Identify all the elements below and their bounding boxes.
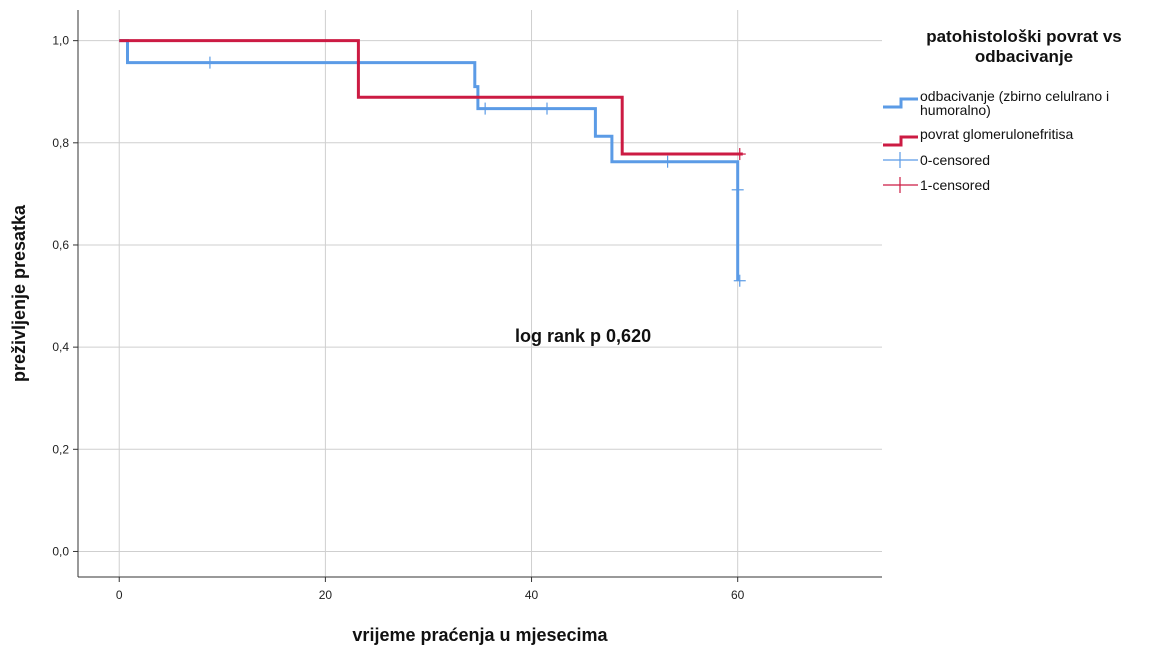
censor-mark	[479, 102, 492, 115]
censor-marks	[203, 56, 746, 287]
legend-label: 1-censored	[920, 177, 990, 193]
censor-mark	[733, 148, 746, 161]
y-tick-label: 0,2	[52, 442, 69, 456]
censor-mark	[541, 102, 553, 115]
series-lines	[119, 39, 743, 281]
x-tick-label: 40	[525, 588, 539, 602]
legend-entry-1: odbacivanje (zbirno celulrano ihumoralno…	[883, 88, 1109, 118]
legend-label: humoralno)	[920, 102, 991, 118]
censor-mark	[203, 56, 216, 69]
legend-entry-4: 1-censored	[883, 177, 990, 193]
legend-label: 0-censored	[920, 152, 990, 168]
legend-entry-2: povrat glomerulonefritisa	[883, 126, 1074, 147]
y-tick-label: 0,6	[52, 238, 69, 252]
log-rank-annotation: log rank p 0,620	[515, 326, 651, 346]
censor-mark	[733, 274, 746, 287]
x-tick-label: 60	[731, 588, 745, 602]
y-axis-title: preživljenje presatka	[9, 204, 29, 382]
y-tick-label: 1,0	[52, 34, 69, 48]
legend-line-swatch	[883, 97, 918, 109]
legend-title-line-1: patohistološki povrat vs	[926, 27, 1122, 46]
series-line-povrat	[119, 39, 743, 156]
y-tick-label: 0,0	[52, 544, 69, 558]
legend-label: povrat glomerulonefritisa	[920, 126, 1074, 142]
y-tick-label: 0,8	[52, 136, 69, 150]
legend-label: odbacivanje (zbirno celulrano i	[920, 88, 1109, 104]
legend-title-line-2: odbacivanje	[975, 47, 1073, 66]
legend-line-swatch	[883, 135, 918, 147]
x-tick-label: 0	[116, 588, 123, 602]
y-tick-labels: 0,0 0,2 0,4 0,6 0,8 1,0	[52, 34, 69, 559]
x-tick-labels: 0 20 40 60	[116, 588, 745, 602]
legend-entry-3: 0-censored	[883, 152, 990, 168]
y-tick-label: 0,4	[52, 340, 69, 354]
censor-mark	[731, 183, 744, 196]
plot-background	[78, 10, 882, 577]
legend: patohistološki povrat vs odbacivanje odb…	[883, 27, 1122, 193]
censor-mark	[661, 155, 674, 168]
axes	[73, 10, 882, 582]
series-line-odbacivanje	[119, 39, 740, 281]
gridlines	[78, 10, 882, 577]
x-axis-title: vrijeme praćenja u mjesecima	[352, 625, 608, 645]
x-tick-label: 20	[319, 588, 333, 602]
plot-area	[78, 10, 882, 577]
